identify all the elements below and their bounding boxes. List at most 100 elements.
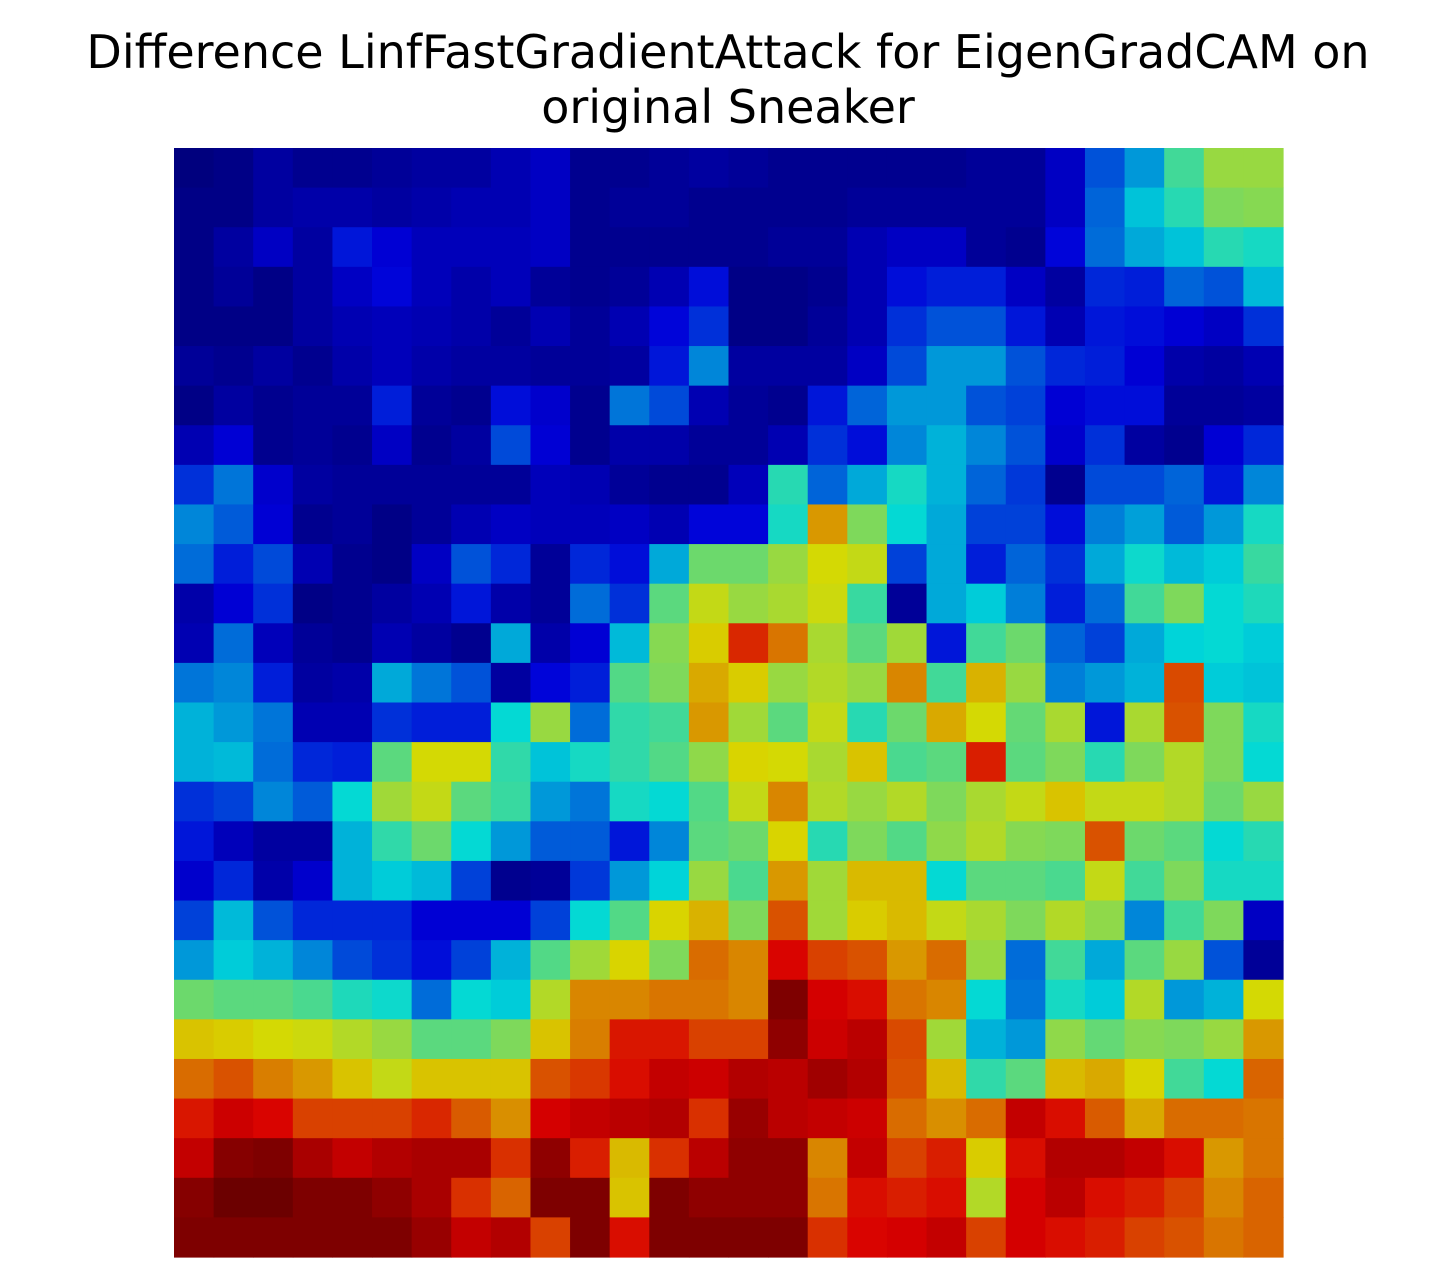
heatmap-cell-r25-c26 xyxy=(1203,1138,1244,1179)
heatmap-cell-r2-c26 xyxy=(1203,227,1244,268)
heatmap-cell-r20-c12 xyxy=(649,940,690,981)
heatmap-cell-r27-c15 xyxy=(768,1217,809,1258)
heatmap-cell-r21-c12 xyxy=(649,979,690,1020)
heatmap-cell-r18-c12 xyxy=(649,860,690,902)
heatmap-cell-r25-c9 xyxy=(530,1138,571,1179)
heatmap-cell-r9-c12 xyxy=(649,504,690,545)
heatmap-cell-r21-c5 xyxy=(372,979,413,1020)
heatmap-cell-r17-c8 xyxy=(490,821,532,862)
heatmap-cell-r21-c3 xyxy=(292,979,334,1020)
heatmap-cell-r11-c1 xyxy=(213,583,254,624)
heatmap-cell-r4-c8 xyxy=(490,306,532,347)
heatmap-cell-r11-c6 xyxy=(411,583,452,624)
heatmap-cell-r14-c4 xyxy=(332,702,373,743)
heatmap-cell-r18-c24 xyxy=(1124,860,1165,902)
heatmap-cell-r11-c20 xyxy=(966,583,1007,624)
heatmap-cell-r5-c13 xyxy=(688,346,730,387)
heatmap-cell-r17-c11 xyxy=(609,821,650,862)
heatmap-cell-r2-c0 xyxy=(174,227,215,268)
heatmap-cell-r9-c5 xyxy=(372,504,413,545)
heatmap-cell-r4-c23 xyxy=(1084,306,1126,347)
heatmap-cell-r10-c3 xyxy=(292,544,334,585)
heatmap-cell-r24-c9 xyxy=(530,1098,571,1139)
heatmap-cell-r24-c6 xyxy=(411,1098,452,1139)
heatmap-cell-r10-c20 xyxy=(966,544,1007,585)
heatmap-cell-r4-c15 xyxy=(768,306,809,347)
heatmap-cell-r5-c26 xyxy=(1203,346,1244,387)
heatmap-cell-r4-c13 xyxy=(688,306,730,347)
heatmap-cell-r6-c12 xyxy=(649,385,690,426)
heatmap-cell-r15-c12 xyxy=(649,742,690,783)
heatmap-cell-r1-c2 xyxy=(253,187,294,228)
heatmap-cell-r19-c26 xyxy=(1203,900,1244,941)
heatmap-cell-r27-c8 xyxy=(490,1217,532,1258)
heatmap-cell-r11-c10 xyxy=(570,583,611,624)
heatmap-cell-r8-c9 xyxy=(530,464,571,506)
heatmap-cell-r27-c27 xyxy=(1243,1217,1284,1258)
heatmap-cell-r26-c21 xyxy=(1005,1177,1046,1218)
heatmap-cell-r19-c22 xyxy=(1045,900,1086,941)
heatmap-cell-r16-c15 xyxy=(768,781,809,822)
heatmap-cell-r3-c15 xyxy=(768,266,809,308)
heatmap-cell-r10-c15 xyxy=(768,544,809,585)
heatmap-cell-r6-c3 xyxy=(292,385,334,426)
heatmap-cell-r26-c27 xyxy=(1243,1177,1284,1218)
heatmap-cell-r0-c10 xyxy=(570,148,611,189)
heatmap-cell-r2-c17 xyxy=(847,227,888,268)
heatmap-cell-r11-c12 xyxy=(649,583,690,624)
heatmap-cell-r12-c3 xyxy=(292,623,334,664)
heatmap-cell-r19-c1 xyxy=(213,900,254,941)
heatmap-cell-r27-c20 xyxy=(966,1217,1007,1258)
heatmap-cell-r3-c9 xyxy=(530,266,571,308)
heatmap-cell-r23-c26 xyxy=(1203,1058,1244,1100)
heatmap-cell-r5-c8 xyxy=(490,346,532,387)
heatmap-cell-r7-c17 xyxy=(847,425,888,466)
heatmap-cell-r3-c7 xyxy=(451,266,492,308)
heatmap-cell-r23-c20 xyxy=(966,1058,1007,1100)
heatmap-cell-r17-c26 xyxy=(1203,821,1244,862)
heatmap-cell-r13-c20 xyxy=(966,662,1007,704)
heatmap-cell-r2-c8 xyxy=(490,227,532,268)
heatmap-cell-r13-c5 xyxy=(372,662,413,704)
heatmap-cell-r24-c21 xyxy=(1005,1098,1046,1139)
heatmap-cell-r6-c15 xyxy=(768,385,809,426)
heatmap-cell-r6-c8 xyxy=(490,385,532,426)
heatmap-cell-r16-c20 xyxy=(966,781,1007,822)
heatmap-cell-r27-c3 xyxy=(292,1217,334,1258)
heatmap-cell-r18-c13 xyxy=(688,860,730,902)
heatmap-cell-r20-c18 xyxy=(886,940,928,981)
heatmap-cell-r8-c8 xyxy=(490,464,532,506)
heatmap-cell-r1-c9 xyxy=(530,187,571,228)
heatmap-cell-r17-c15 xyxy=(768,821,809,862)
heatmap-cell-r7-c5 xyxy=(372,425,413,466)
heatmap-cell-r15-c9 xyxy=(530,742,571,783)
heatmap-cell-r19-c13 xyxy=(688,900,730,941)
heatmap-cell-r10-c18 xyxy=(886,544,928,585)
heatmap-cell-r1-c24 xyxy=(1124,187,1165,228)
heatmap-cell-r26-c8 xyxy=(490,1177,532,1218)
heatmap-cell-r23-c1 xyxy=(213,1058,254,1100)
heatmap-cell-r9-c24 xyxy=(1124,504,1165,545)
heatmap-cell-r14-c10 xyxy=(570,702,611,743)
heatmap-cell-r9-c26 xyxy=(1203,504,1244,545)
heatmap-cell-r18-c9 xyxy=(530,860,571,902)
heatmap-cell-r19-c0 xyxy=(174,900,215,941)
heatmap-cell-r9-c7 xyxy=(451,504,492,545)
heatmap-cell-r10-c8 xyxy=(490,544,532,585)
heatmap-cell-r27-c14 xyxy=(728,1217,769,1258)
heatmap-cell-r15-c13 xyxy=(688,742,730,783)
heatmap-cell-r21-c11 xyxy=(609,979,650,1020)
heatmap-cell-r1-c0 xyxy=(174,187,215,228)
heatmap-cell-r14-c6 xyxy=(411,702,452,743)
heatmap-cell-r11-c26 xyxy=(1203,583,1244,624)
heatmap-cell-r17-c21 xyxy=(1005,821,1046,862)
heatmap-cell-r27-c21 xyxy=(1005,1217,1046,1258)
heatmap-cell-r8-c10 xyxy=(570,464,611,506)
heatmap-cell-r26-c15 xyxy=(768,1177,809,1218)
heatmap-cell-r11-c9 xyxy=(530,583,571,624)
heatmap-cell-r9-c11 xyxy=(609,504,650,545)
heatmap-cell-r2-c10 xyxy=(570,227,611,268)
heatmap-cell-r9-c27 xyxy=(1243,504,1284,545)
heatmap-cell-r27-c10 xyxy=(570,1217,611,1258)
heatmap-cell-r26-c1 xyxy=(213,1177,254,1218)
